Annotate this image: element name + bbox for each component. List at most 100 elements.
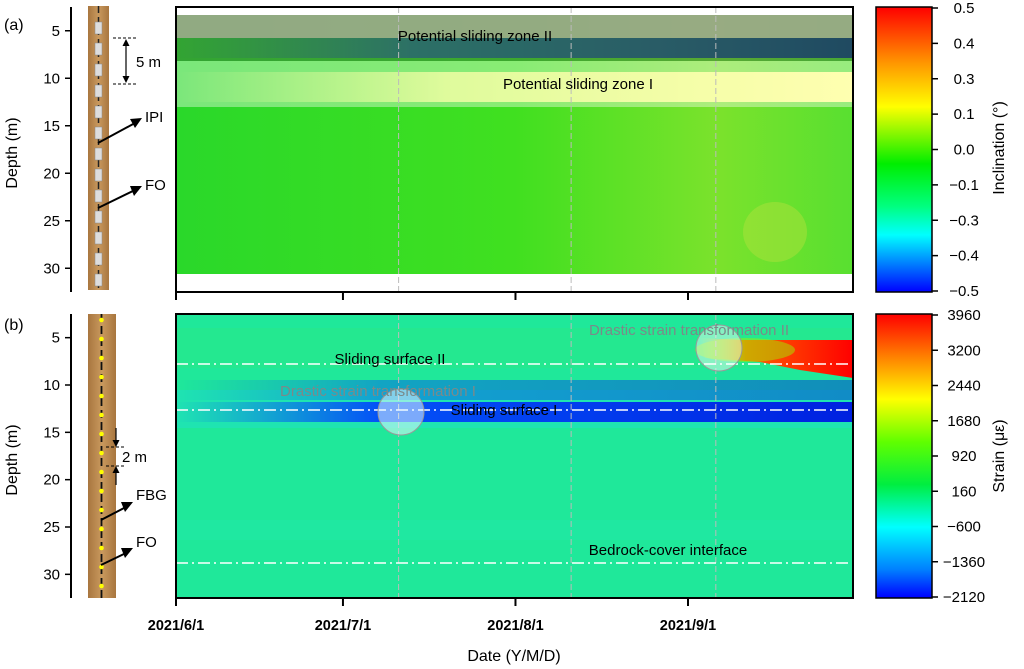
panel-a-y-axis: 5 10 15 20 25 30	[43, 23, 71, 277]
surface-i-label: Sliding surface I	[451, 402, 558, 419]
colorbar-strain	[875, 313, 933, 599]
y-tick-label: 20	[43, 472, 60, 489]
panel-a-date-grid	[398, 7, 717, 292]
fbg-sensor-dot	[99, 317, 104, 323]
fo-label-b: FO	[136, 534, 157, 551]
colorbar-tick-label: −600	[947, 519, 981, 536]
zone-i-label: Potential sliding zone I	[503, 76, 653, 93]
y-tick-label: 30	[43, 260, 60, 277]
ipi-sensor	[94, 63, 103, 77]
fbg-sensor-dot	[99, 564, 104, 570]
ipi-sensor	[94, 84, 103, 98]
panel-b-label: (b)	[4, 317, 24, 334]
heatmap-strain	[176, 314, 853, 598]
fbg-sensor-dot	[99, 545, 104, 551]
colorbar-tick-label: 2440	[947, 378, 980, 395]
borehole-fbg-column	[88, 314, 116, 598]
borehole-ipi-column	[88, 6, 109, 290]
ipi-callout: IPI	[97, 109, 163, 144]
fo-callout-b: FO	[100, 534, 157, 566]
panel-a-ylabel: Depth (m)	[4, 117, 21, 188]
ipi-sensor	[94, 210, 103, 224]
colorbar-tick-label: −0.3	[949, 212, 979, 229]
spacing-5m-annotation: 5 m	[113, 37, 161, 85]
panel-b-y-axis: 5 10 15 20 25 30	[43, 330, 71, 583]
y-tick-label: 10	[43, 377, 60, 394]
x-tick-label: 2021/6/1	[148, 618, 204, 634]
colorbar-tick-label: −1360	[943, 554, 985, 571]
fbg-sensor-dot	[99, 450, 104, 456]
ipi-sensor	[94, 231, 103, 245]
colorbar-tick-label: −0.4	[949, 248, 979, 265]
panel-a-label: (a)	[4, 17, 24, 34]
ipi-sensor	[94, 126, 103, 140]
transformation-i-circle	[377, 388, 425, 436]
y-tick-label: 25	[43, 213, 60, 230]
surface-ii-label: Sliding surface II	[335, 351, 446, 368]
transformation-i-label: Drastic strain transformation I	[280, 383, 476, 400]
ipi-sensor	[94, 147, 103, 161]
colorbar-tick-label: 0.0	[954, 142, 975, 159]
heatmap-inclination	[176, 15, 853, 274]
fbg-sensor-dot	[99, 336, 104, 342]
colorbar-tick-label: −0.1	[949, 177, 979, 194]
fbg-sensor-dot	[99, 393, 104, 399]
x-axis-title: Date (Y/M/D)	[467, 648, 560, 665]
ipi-sensor	[94, 252, 103, 266]
x-tick-label: 2021/7/1	[315, 618, 371, 634]
fbg-sensor-dot	[99, 374, 104, 380]
x-axis-ticks: 2021/6/1 2021/7/1 2021/8/1 2021/9/1	[148, 292, 716, 634]
y-tick-label: 30	[43, 566, 60, 583]
colorbar-tick-label: 3200	[947, 342, 980, 359]
colorbar-tick-label: −0.5	[949, 283, 979, 300]
fo-callout-a: FO	[97, 177, 166, 209]
bedrock-interface-label: Bedrock-cover interface	[589, 542, 747, 559]
colorbar-a-ticks: 0.5 0.4 0.3 0.1 0.0 −0.1 −0.3 −0.4 −0.5	[932, 0, 979, 300]
ipi-sensor	[94, 42, 103, 56]
panel-b-date-grid	[398, 314, 717, 598]
panel-b-ylabel: Depth (m)	[4, 424, 21, 495]
ipi-sensor	[94, 168, 103, 182]
ipi-sensor	[94, 189, 103, 203]
y-tick-label: 15	[43, 118, 60, 135]
spacing-2m-annotation: 2 m	[106, 428, 147, 485]
colorbar-tick-label: 0.4	[954, 35, 975, 52]
fbg-sensor-dot	[99, 507, 104, 513]
colorbar-a-label: Inclination (°)	[991, 101, 1008, 195]
zone-ii-label: Potential sliding zone II	[398, 28, 552, 45]
y-tick-label: 20	[43, 165, 60, 182]
colorbar-b-label: Strain (με)	[991, 419, 1008, 492]
spacing-5m-label: 5 m	[136, 54, 161, 71]
y-tick-label: 10	[43, 70, 60, 87]
fbg-callout: FBG	[100, 487, 167, 521]
fbg-sensor-dot	[99, 469, 104, 475]
colorbar-tick-label: 0.1	[954, 106, 975, 123]
fbg-sensor-dot	[99, 355, 104, 361]
fbg-sensor-dot	[99, 526, 104, 532]
spacing-2m-label: 2 m	[122, 449, 147, 466]
y-tick-label: 5	[52, 330, 60, 347]
transformation-ii-circle	[695, 324, 743, 372]
fbg-sensor-dot	[99, 412, 104, 418]
x-tick-label: 2021/9/1	[660, 618, 716, 634]
y-tick-label: 15	[43, 424, 60, 441]
colorbar-inclination	[875, 6, 933, 293]
colorbar-tick-label: 0.5	[954, 0, 975, 17]
fbg-sensor-dot	[99, 431, 104, 437]
fbg-sensor-dot	[99, 488, 104, 494]
colorbar-tick-label: 920	[951, 448, 976, 465]
y-tick-label: 5	[52, 23, 60, 40]
fbg-label: FBG	[136, 487, 167, 504]
transformation-ii-label: Drastic strain transformation II	[589, 322, 789, 339]
x-tick-label: 2021/8/1	[487, 618, 543, 634]
fo-label-a: FO	[145, 177, 166, 194]
ipi-label: IPI	[145, 109, 163, 126]
colorbar-tick-label: −2120	[943, 589, 985, 606]
ipi-sensor	[94, 105, 103, 119]
surface-lines	[176, 363, 853, 564]
ipi-sensor	[94, 273, 103, 287]
colorbar-tick-label: 0.3	[954, 71, 975, 88]
colorbar-b-ticks: 3960 3200 2440 1680 920 160 −600 −1360 −2120	[932, 307, 985, 606]
fbg-sensor-dot	[99, 583, 104, 589]
